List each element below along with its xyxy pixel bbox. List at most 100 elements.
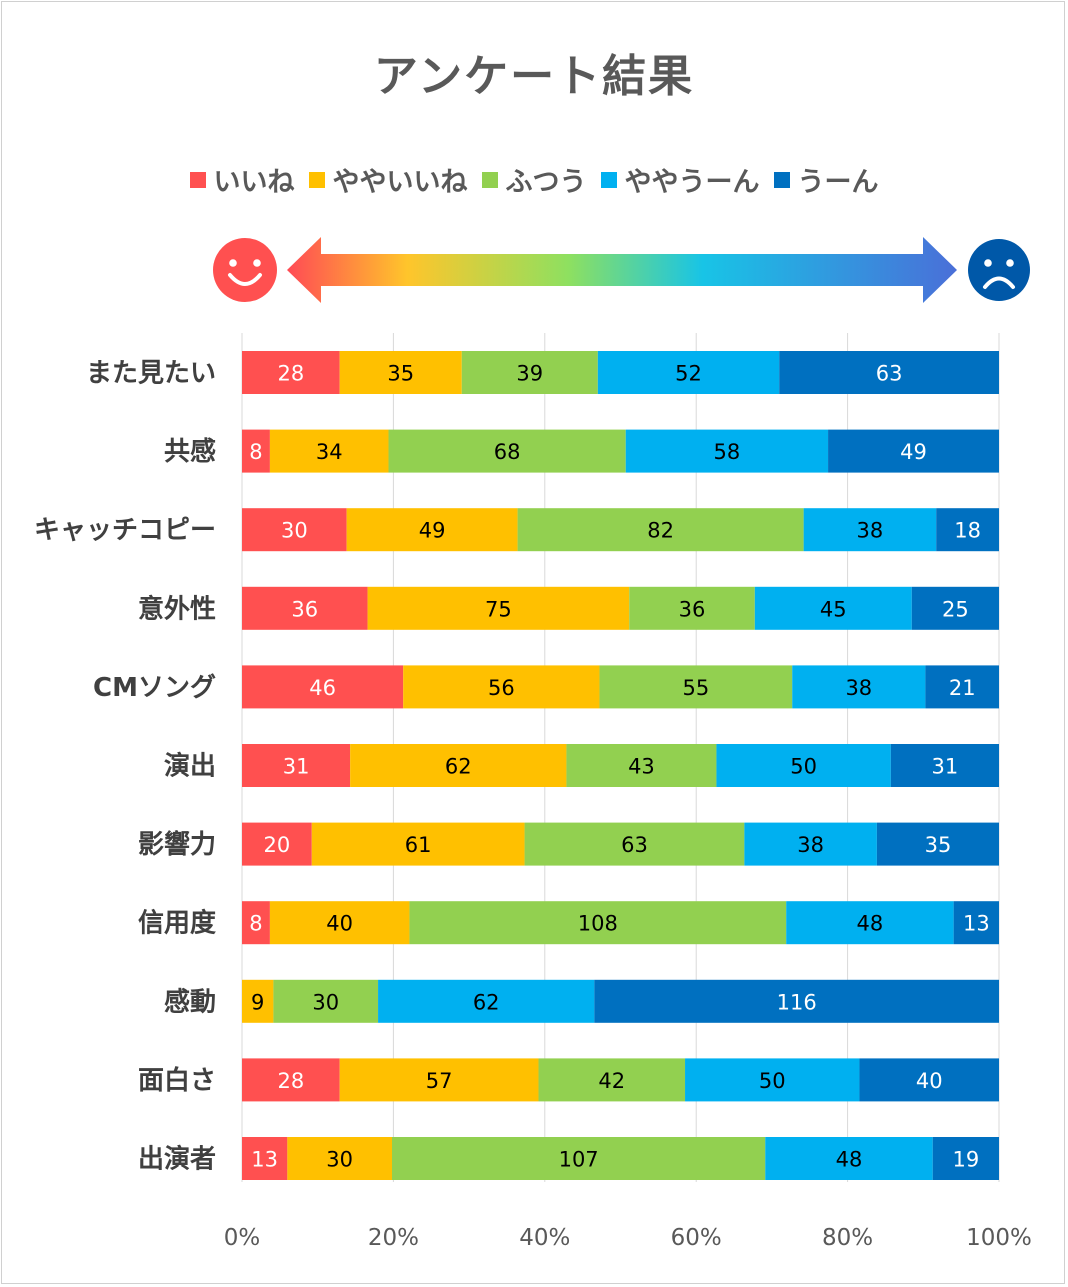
- category-label: 出演者: [138, 1144, 216, 1175]
- bar-segment: [599, 665, 793, 709]
- data-label: 19: [952, 1148, 979, 1172]
- bar-segment: [625, 429, 829, 473]
- legend-swatch: [189, 171, 206, 188]
- x-tick-label: 80%: [822, 1225, 873, 1251]
- bar-segment: [339, 1058, 539, 1102]
- bar-segment: [792, 665, 926, 709]
- category-label: 演出: [164, 751, 216, 782]
- data-label: 35: [925, 833, 952, 857]
- data-label: 49: [419, 519, 446, 543]
- data-label: 13: [251, 1148, 278, 1172]
- bar-segment: [392, 1137, 766, 1180]
- bar-segment: [685, 1058, 860, 1102]
- bar-segment: [269, 429, 389, 473]
- bar-segment: [779, 351, 999, 394]
- data-label: 30: [312, 990, 339, 1014]
- bar-segment: [786, 901, 954, 945]
- bar-segment: [409, 901, 787, 945]
- bar-segment: [388, 429, 626, 473]
- category-label: 共感: [164, 437, 216, 467]
- bar-segment: [597, 351, 780, 394]
- data-label: 36: [679, 597, 706, 621]
- data-label: 46: [309, 676, 336, 700]
- bar-segment: [242, 508, 347, 552]
- data-label: 57: [426, 1069, 453, 1093]
- data-label: 31: [283, 755, 310, 779]
- bar-segment: [273, 979, 379, 1023]
- bar-segment: [242, 1137, 288, 1180]
- data-label: 8: [249, 912, 262, 936]
- data-label: 62: [445, 755, 472, 779]
- legend-swatch: [600, 171, 617, 188]
- bar-segment: [925, 665, 999, 709]
- bar-segment: [828, 429, 999, 473]
- data-label: 30: [326, 1148, 353, 1172]
- data-label: 50: [790, 755, 817, 779]
- bar-segment: [911, 586, 999, 630]
- x-tick-label: 40%: [519, 1225, 570, 1251]
- data-label: 43: [628, 755, 655, 779]
- bar-segment: [859, 1058, 999, 1102]
- data-label: 8: [249, 440, 262, 464]
- legend-swatch: [481, 171, 498, 188]
- data-label: 28: [277, 1069, 304, 1093]
- category-label: また見たい: [86, 359, 216, 389]
- bar-segment: [629, 586, 755, 630]
- data-label: 56: [488, 676, 515, 700]
- category-label: 面白さ: [138, 1065, 216, 1096]
- data-label: 48: [857, 912, 884, 936]
- bar-group: 28 35 39 52 63 8 34 68 58 49 30 49 82 38 18 36 75 36 45 25 4…: [242, 351, 999, 1180]
- data-label: 38: [845, 676, 872, 700]
- data-label: 50: [759, 1069, 786, 1093]
- category-label: 信用度: [138, 908, 216, 939]
- bar-segment: [242, 979, 274, 1023]
- bar-segment: [242, 822, 312, 866]
- data-label: 18: [954, 519, 981, 543]
- data-label: 25: [942, 597, 969, 621]
- data-label: 20: [264, 833, 291, 857]
- data-label: 34: [316, 440, 343, 464]
- bar-segment: [242, 351, 340, 394]
- data-label: 52: [675, 362, 702, 386]
- bar-segment: [716, 744, 891, 787]
- data-label: 55: [682, 676, 709, 700]
- data-label: 63: [876, 362, 903, 386]
- data-label: 116: [777, 990, 817, 1014]
- x-tick-label: 0%: [224, 1225, 261, 1251]
- data-label: 35: [387, 362, 414, 386]
- bar-segment: [932, 1137, 999, 1180]
- data-label: 42: [598, 1069, 625, 1093]
- legend-label: いいね: [213, 167, 295, 198]
- data-label: 82: [647, 519, 674, 543]
- legend-swatch: [773, 171, 790, 188]
- chart-legend: いいね ややいいね ふつう ややうーん うーん: [0, 160, 1068, 199]
- bar-segment: [594, 979, 999, 1023]
- data-label: 28: [277, 362, 304, 386]
- category-label: 影響力: [138, 829, 216, 860]
- data-label: 38: [797, 833, 824, 857]
- legend-swatch: [308, 171, 325, 188]
- bar-segment: [242, 429, 270, 473]
- data-label: 68: [494, 440, 521, 464]
- bar-segment: [803, 508, 937, 552]
- legend-label: ふつう: [505, 167, 587, 198]
- x-tick-label: 100%: [966, 1225, 1032, 1251]
- data-label: 38: [857, 519, 884, 543]
- bar-segment: [461, 351, 598, 394]
- bar-segment: [765, 1137, 933, 1180]
- bar-segment: [350, 744, 567, 787]
- bar-segment: [287, 1137, 393, 1180]
- data-label: 9: [251, 990, 264, 1014]
- bar-segment: [953, 901, 999, 945]
- category-label: 感動: [164, 987, 216, 1017]
- data-label: 40: [916, 1069, 943, 1093]
- bar-segment: [242, 586, 368, 630]
- bar-segment: [269, 901, 410, 945]
- chart-title: アンケート結果: [373, 51, 695, 102]
- data-label: 49: [900, 440, 927, 464]
- bar-segment: [346, 508, 518, 552]
- category-label: CMソング: [93, 673, 216, 703]
- x-axis-ticks: 0% 20% 40% 60% 80% 100%: [224, 1225, 1032, 1251]
- bar-segment: [242, 744, 351, 787]
